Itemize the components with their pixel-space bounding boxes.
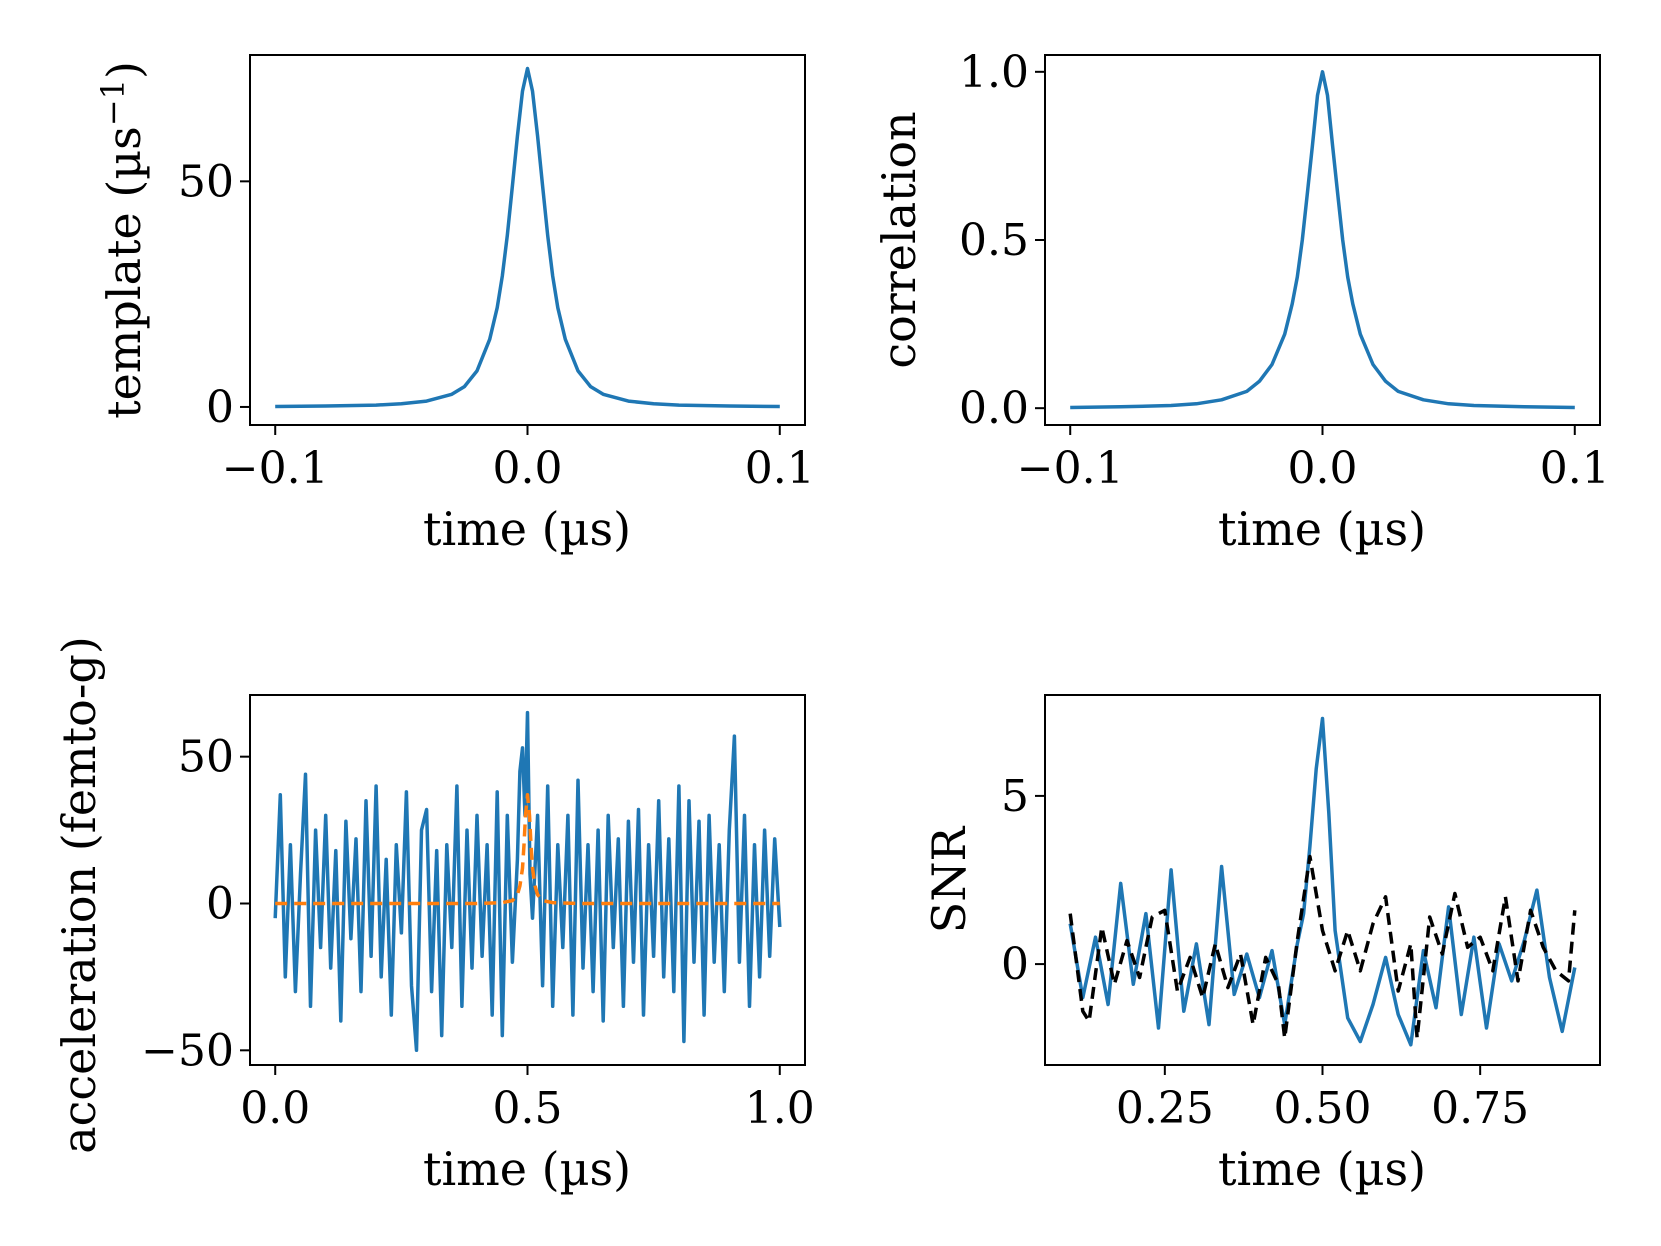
y-axis-label: SNR xyxy=(922,825,976,933)
x-tick-label: −0.1 xyxy=(222,443,329,494)
series-line-1 xyxy=(1070,70,1575,410)
y-tick-label: 50 xyxy=(178,156,234,207)
x-tick-label: 0.50 xyxy=(1274,1083,1372,1134)
y-axis-label: correlation xyxy=(872,111,926,368)
series-line-2 xyxy=(275,793,780,906)
series-line-1 xyxy=(275,66,780,409)
x-axis-label: time (µs) xyxy=(423,502,631,556)
panel-correlation: time (µs) correlation −0.1 0.0 0.1 0.0 0.5 1.… xyxy=(872,47,1610,556)
x-tick-label: 0.25 xyxy=(1116,1083,1214,1134)
x-axis-label: time (µs) xyxy=(423,1142,631,1196)
axes-frame xyxy=(1044,54,1601,426)
y-tick-label: −50 xyxy=(141,1025,234,1076)
axes-frame xyxy=(1044,694,1601,1066)
panel-snr: time (µs) SNR 0.25 0.50 0.75 0 5 xyxy=(922,694,1601,1196)
x-tick-label: 1.0 xyxy=(745,1083,815,1134)
panel-acceleration: time (µs) acceleration (femto-g) 0.0 0.5 1… xyxy=(52,636,815,1196)
panel-template: time (µs) template (µs−1) −0.1 0.0 0.1 0 50 xyxy=(94,54,815,556)
y-axis-label: acceleration (femto-g) xyxy=(52,636,106,1154)
x-axis-label: time (µs) xyxy=(1218,1142,1426,1196)
y-axis-label: template (µs−1) xyxy=(94,61,151,419)
x-tick-label: 0.0 xyxy=(493,443,563,494)
x-tick-label: 0.1 xyxy=(1540,443,1610,494)
y-tick-label: 0 xyxy=(1001,939,1029,990)
x-tick-label: 0.5 xyxy=(493,1083,563,1134)
x-axis-label: time (µs) xyxy=(1218,502,1426,556)
x-tick-label: 0.0 xyxy=(240,1083,310,1134)
y-tick-label: 0.0 xyxy=(959,383,1029,434)
y-tick-label: 50 xyxy=(178,732,234,783)
x-tick-label: 0.1 xyxy=(745,443,815,494)
y-tick-label: 0.5 xyxy=(959,215,1029,266)
y-tick-label: 0 xyxy=(206,382,234,433)
x-tick-label: 0.75 xyxy=(1431,1083,1529,1134)
series-line-1 xyxy=(1068,716,1577,1047)
y-tick-label: 1.0 xyxy=(959,47,1029,98)
series-line-1 xyxy=(273,710,782,1053)
x-tick-label: −0.1 xyxy=(1017,443,1124,494)
y-tick-label: 0 xyxy=(206,878,234,929)
x-tick-label: 0.0 xyxy=(1288,443,1358,494)
axes-frame xyxy=(249,54,806,426)
series-line-2 xyxy=(1068,854,1577,1040)
y-tick-label: 5 xyxy=(1001,771,1029,822)
